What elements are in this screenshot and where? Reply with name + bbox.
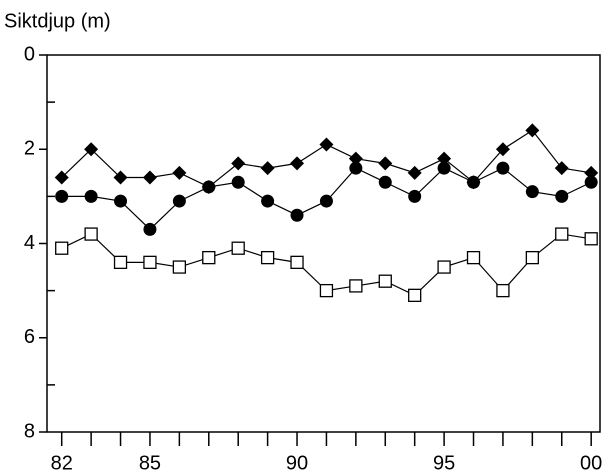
- diamond-marker: [84, 142, 99, 157]
- y-axis-title: Siktdjup (m): [4, 10, 111, 32]
- circle-marker: [555, 189, 569, 203]
- diamond-marker: [260, 161, 275, 176]
- square-marker: [584, 232, 598, 246]
- square-marker: [408, 288, 422, 302]
- x-tick-label: 95: [433, 452, 455, 474]
- square-marker: [349, 279, 363, 293]
- circle-marker: [437, 161, 451, 175]
- circle-marker: [467, 175, 481, 189]
- circle-marker: [408, 189, 422, 203]
- square-marker: [466, 250, 481, 265]
- square-marker: [172, 260, 187, 274]
- x-tick-label: 82: [51, 452, 73, 474]
- diamond-marker: [584, 165, 599, 180]
- diamond-marker: [113, 170, 128, 185]
- square-marker: [113, 255, 128, 270]
- circle-marker: [261, 194, 275, 208]
- square-marker: [496, 283, 510, 298]
- y-tick-label: 8: [24, 420, 35, 442]
- square-marker: [202, 250, 216, 265]
- y-tick-label: 0: [24, 43, 35, 65]
- circle-marker: [84, 189, 98, 203]
- y-tick-label: 4: [24, 232, 35, 254]
- diamond-marker: [525, 123, 540, 138]
- circle-marker: [202, 180, 216, 194]
- x-tick-label: 90: [286, 452, 308, 474]
- square-marker: [84, 227, 98, 241]
- square-marker: [525, 250, 539, 265]
- x-tick-label: 85: [139, 452, 161, 474]
- y-tick-label: 2: [24, 138, 35, 160]
- square-marker: [260, 250, 275, 265]
- circle-marker: [114, 194, 128, 208]
- diamond-marker: [319, 137, 334, 152]
- circle-marker: [584, 175, 598, 189]
- y-tick-label: 6: [24, 326, 35, 348]
- diamond-marker: [437, 151, 452, 166]
- circle-marker: [378, 175, 392, 189]
- square-marker: [437, 260, 451, 274]
- circle-marker: [349, 161, 363, 175]
- diamond-marker: [54, 170, 69, 185]
- circle-marker: [143, 222, 157, 236]
- square-marker: [378, 274, 392, 288]
- circle-marker: [525, 185, 539, 199]
- square-marker: [319, 283, 334, 298]
- square-marker: [143, 255, 157, 270]
- circle-marker: [172, 194, 186, 208]
- diamond-marker: [378, 156, 393, 171]
- circle-marker: [55, 189, 69, 203]
- circle-marker: [231, 175, 245, 189]
- x-tick-label: 00: [580, 452, 602, 474]
- diamond-marker: [142, 170, 157, 185]
- plot-frame: [46, 54, 601, 433]
- square-marker: [555, 227, 569, 241]
- circle-marker: [319, 194, 333, 208]
- diamond-marker: [495, 142, 510, 157]
- diamond-marker: [290, 156, 305, 171]
- square-marker: [55, 241, 69, 255]
- diamond-marker: [407, 165, 422, 180]
- diamond-marker: [554, 161, 569, 176]
- circle-marker: [290, 208, 304, 222]
- diamond-marker: [348, 151, 363, 166]
- diamond-marker: [172, 165, 187, 180]
- square-marker: [231, 241, 245, 255]
- circle-marker: [496, 161, 510, 175]
- diamond-marker: [231, 156, 246, 171]
- square-marker: [290, 255, 304, 270]
